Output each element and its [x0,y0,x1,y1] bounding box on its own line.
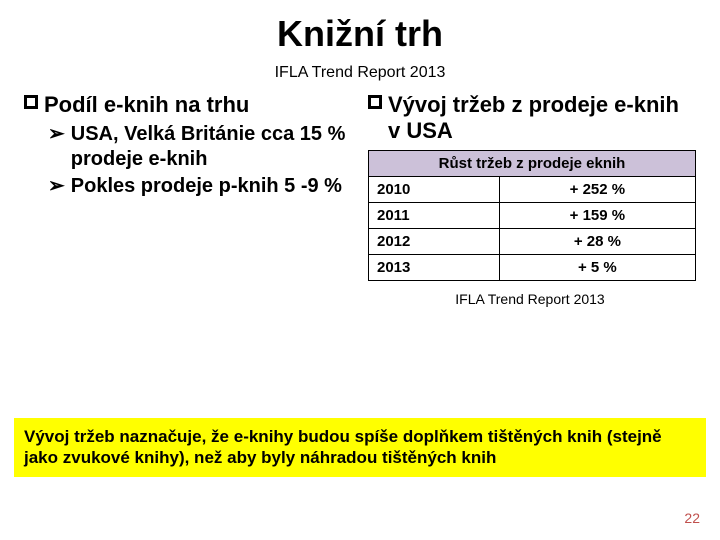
left-item-0: ➢ USA, Velká Británie cca 15 % prodeje e… [48,122,352,172]
table-row: 2012 + 28 % [369,229,696,255]
cell-value: + 28 % [499,229,695,255]
arrow-icon: ➢ [48,122,65,147]
square-bullet-icon [368,95,382,109]
cell-value: + 159 % [499,203,695,229]
page-number: 22 [684,510,700,526]
right-heading: Vývoj tržeb z prodeje e-knih v USA [368,92,696,145]
arrow-icon: ➢ [48,174,65,199]
left-item-1-text: Pokles prodeje p-knih 5 -9 % [71,174,342,199]
left-heading-text: Podíl e-knih na trhu [44,92,249,118]
right-heading-text: Vývoj tržeb z prodeje e-knih v USA [388,92,696,145]
table: Růst tržeb z prodeje eknih 2010 + 252 % … [368,150,696,281]
cell-value: + 5 % [499,255,695,281]
highlight-callout: Vývoj tržeb naznačuje, že e-knihy budou … [14,418,706,477]
table-row: 2013 + 5 % [369,255,696,281]
cell-year: 2012 [369,229,500,255]
growth-table: Růst tržeb z prodeje eknih 2010 + 252 % … [368,150,696,281]
source-note: IFLA Trend Report 2013 [364,291,696,307]
slide-subtitle: IFLA Trend Report 2013 [24,64,696,82]
left-item-0-text: USA, Velká Británie cca 15 % prodeje e-k… [71,122,352,172]
left-heading: Podíl e-knih na trhu [24,92,352,118]
cell-value: + 252 % [499,177,695,203]
cell-year: 2011 [369,203,500,229]
table-header: Růst tržeb z prodeje eknih [369,151,696,177]
slide-title: Knižní trh [24,14,696,54]
square-bullet-icon [24,95,38,109]
table-row: 2010 + 252 % [369,177,696,203]
left-item-1: ➢ Pokles prodeje p-knih 5 -9 % [48,174,352,199]
table-row: 2011 + 159 % [369,203,696,229]
left-column: Podíl e-knih na trhu ➢ USA, Velká Britán… [24,92,352,282]
right-column: Vývoj tržeb z prodeje e-knih v USA Růst … [368,92,696,282]
cell-year: 2010 [369,177,500,203]
cell-year: 2013 [369,255,500,281]
two-column-layout: Podíl e-knih na trhu ➢ USA, Velká Britán… [24,92,696,282]
